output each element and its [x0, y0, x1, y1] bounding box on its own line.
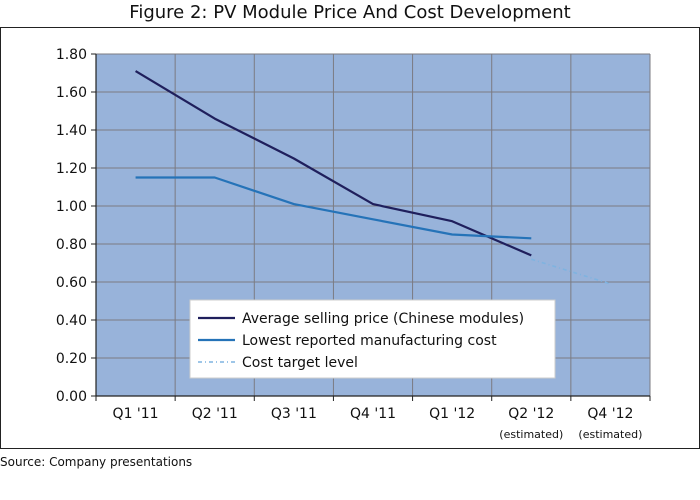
x-tick-label: Q4 '12	[587, 406, 633, 422]
x-axis-ticks: Q1 '11 Q2 '11 Q3 '11 Q4 '11 Q1 '12 Q2 '12 (est…	[113, 406, 643, 441]
x-tick-label: Q4 '11	[350, 406, 396, 422]
y-axis-ticks: 0.00 0.20 0.40 0.60 0.80 1.00 1.20 1.40 1.60 1.80	[56, 47, 87, 405]
y-tick-label: 1.40	[56, 123, 87, 139]
legend-label-1: Lowest reported manufacturing cost	[242, 333, 497, 349]
y-tick-label: 1.20	[56, 161, 87, 177]
x-tick-label: Q3 '11	[271, 406, 317, 422]
x-tick-label: Q1 '11	[113, 406, 159, 422]
y-tick-label: 0.20	[56, 351, 87, 367]
legend: Average selling price (Chinese modules) L…	[189, 299, 556, 379]
series-line-2	[531, 258, 611, 285]
series-layer	[135, 70, 611, 285]
series-line-1	[135, 176, 532, 240]
y-tick-label: 0.40	[56, 313, 87, 329]
legend-label-2: Cost target level	[242, 355, 358, 371]
y-tick-label: 1.80	[56, 47, 87, 63]
x-tick-sublabel: (estimated)	[578, 428, 642, 441]
axes	[91, 53, 651, 401]
y-tick-label: 0.00	[56, 389, 87, 405]
legend-box	[189, 299, 556, 379]
series-line-0	[135, 70, 532, 257]
y-tick-label: 1.00	[56, 199, 87, 215]
x-tick-label: Q2 '11	[192, 406, 238, 422]
source-note: Source: Company presentations	[0, 455, 193, 469]
x-tick-sublabel: (estimated)	[499, 428, 563, 441]
y-tick-label: 0.60	[56, 275, 87, 291]
legend-label-0: Average selling price (Chinese modules)	[242, 311, 524, 327]
y-tick-label: 0.80	[56, 237, 87, 253]
y-tick-label: 1.60	[56, 85, 87, 101]
x-tick-label: Q2 '12	[508, 406, 554, 422]
x-tick-label: Q1 '12	[429, 406, 475, 422]
chart-title: Figure 2: PV Module Price And Cost Devel…	[129, 2, 571, 23]
